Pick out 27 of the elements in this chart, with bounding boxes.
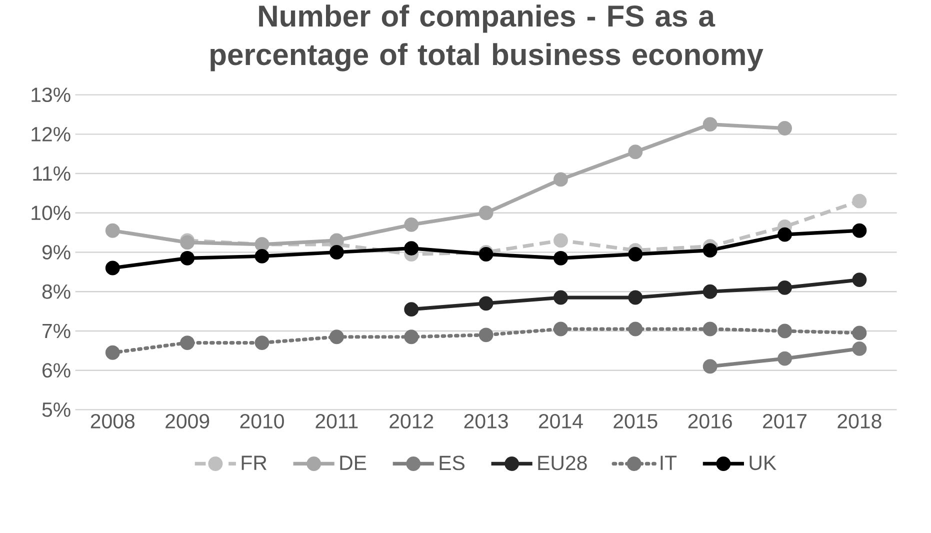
x-tick-label: 2017 (763, 414, 806, 428)
legend-label: FR (242, 456, 266, 470)
y-tick-label: 7% (42, 324, 70, 338)
x-tick-label: 2009 (166, 414, 210, 428)
chart-title: Number of companies - FS as a percentage of total business economy (210, 4, 764, 72)
x-tick-label: 2013 (464, 414, 508, 428)
x-tick-label: 2016 (688, 414, 732, 428)
x-tick-label: 2011 (316, 414, 358, 428)
legend-label: EU28 (538, 456, 587, 470)
x-tick-label: 2014 (539, 414, 583, 428)
legend-label: UK (750, 456, 776, 470)
y-tick-label: 13% (32, 88, 70, 102)
y-tick-label: 5% (42, 402, 70, 417)
x-tick-label: 2018 (838, 414, 882, 428)
x-tick-label: 2012 (390, 414, 434, 428)
y-tick-label: 12% (32, 127, 70, 142)
x-tick-label: 2015 (614, 414, 658, 428)
legend-label: DE (340, 456, 366, 470)
y-tick-label: 10% (32, 206, 70, 220)
y-tick-label: 8% (42, 284, 70, 299)
legend-label: IT (660, 456, 677, 470)
x-tick-label: 2008 (90, 414, 134, 428)
y-tick-label: 9% (42, 245, 70, 260)
y-tick-label: 11% (33, 166, 70, 181)
legend-label: ES (440, 456, 464, 470)
x-tick-label: 2010 (240, 414, 284, 428)
y-tick-label: 6% (42, 363, 70, 378)
